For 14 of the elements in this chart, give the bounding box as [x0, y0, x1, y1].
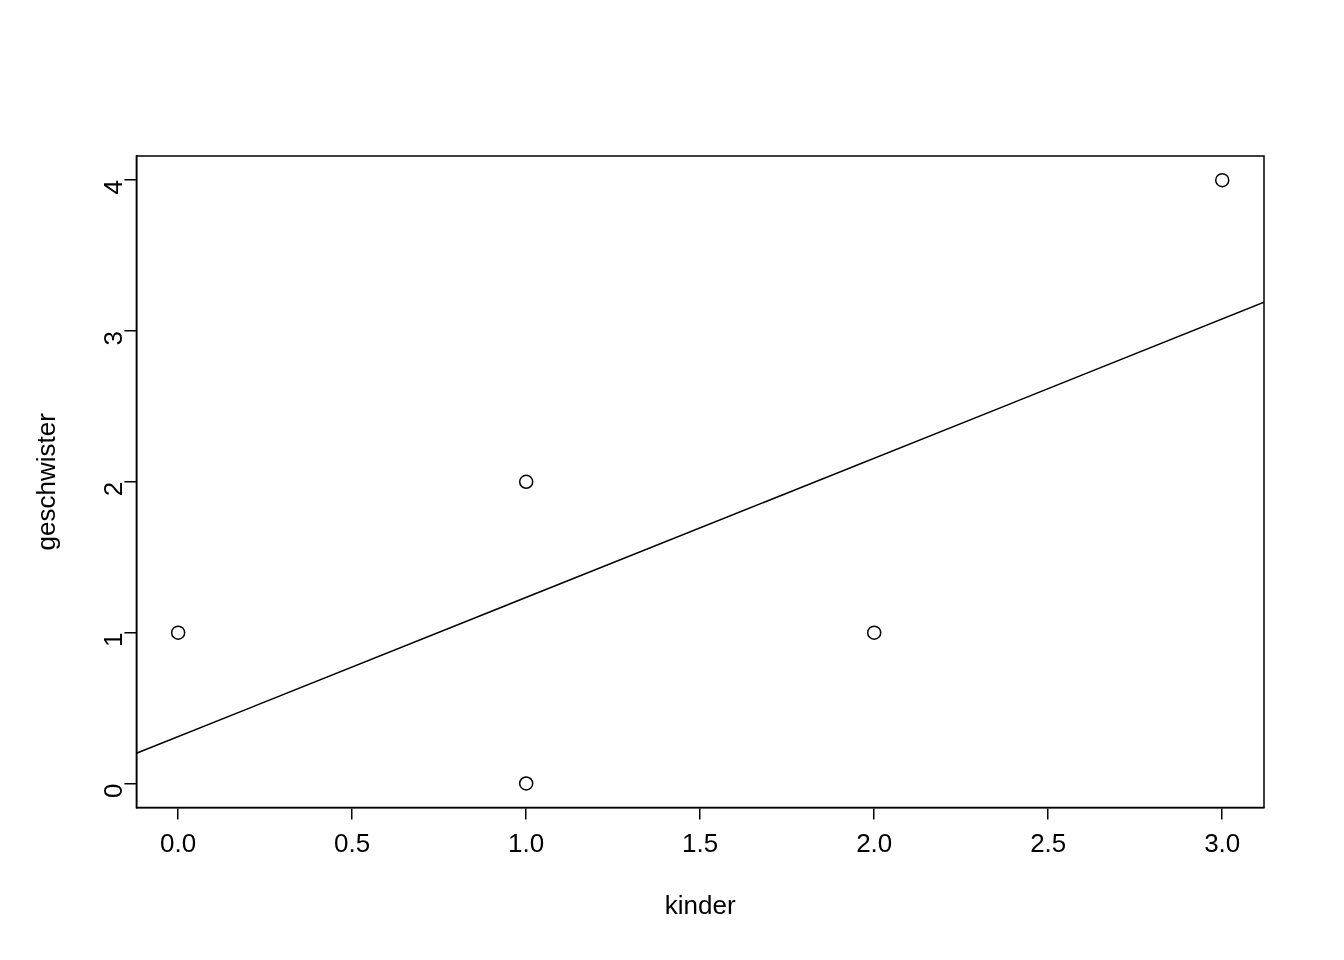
x-tick-label: 2.5	[1030, 828, 1067, 859]
y-tick-label: 0	[97, 783, 128, 798]
y-tick-label: 3	[97, 330, 128, 346]
x-tick-label: 0.0	[160, 828, 197, 859]
y-tick-label: 1	[97, 632, 128, 648]
x-tick-label: 0.5	[334, 828, 371, 859]
x-tick-label: 3.0	[1204, 828, 1241, 859]
x-tick-label: 1.0	[508, 828, 545, 859]
y-axis-title: geschwister	[30, 412, 61, 551]
y-tick-label: 4	[97, 180, 128, 195]
x-tick-label: 1.5	[682, 828, 719, 859]
x-tick-label: 2.0	[856, 828, 893, 859]
y-tick-label: 2	[97, 481, 128, 497]
x-axis-title: kinder	[664, 889, 736, 920]
